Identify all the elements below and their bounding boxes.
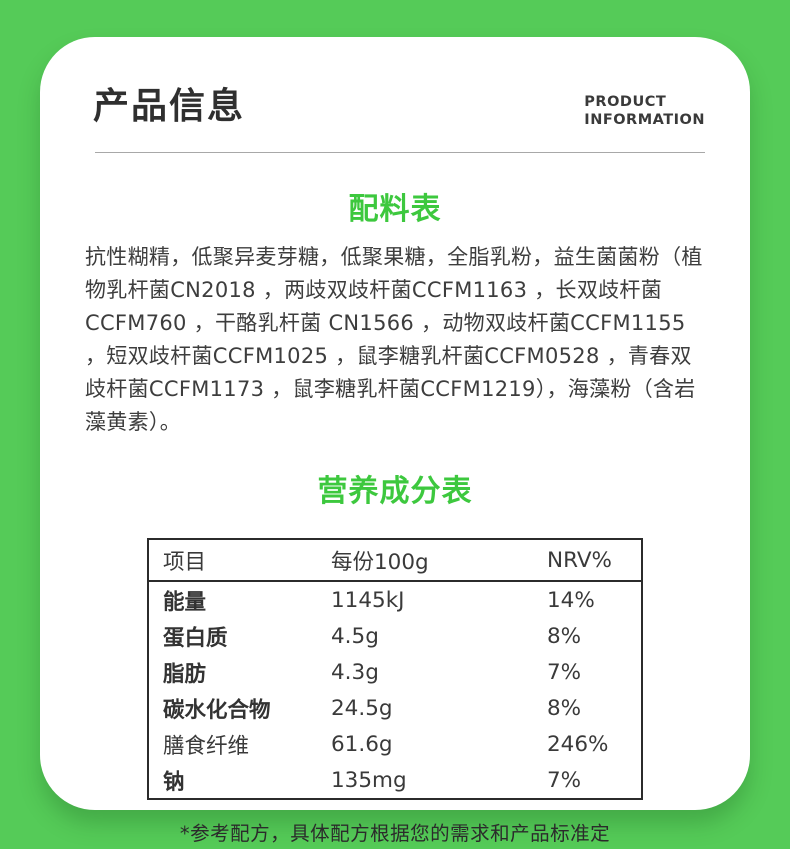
nutrition-table-body: 能量 1145kJ 14% 蛋白质 4.5g 8% 脂肪 4.3g 7% 碳水化合物 24.5g 8%… [148, 581, 642, 799]
table-row: 膳食纤维 61.6g 246% [148, 726, 642, 762]
subtitle-line-2: INFORMATION [584, 112, 705, 128]
item-cell: 脂肪 [163, 661, 207, 687]
subtitle-line-1: PRODUCT [584, 94, 667, 110]
column-header-item: 项目 [148, 539, 331, 582]
amount-cell: 135mg [331, 767, 407, 793]
table-header-row: 项目 每份100g NRV% [148, 539, 642, 582]
amount-cell: 4.5g [331, 623, 379, 649]
ingredients-text: 抗性糊精，低聚异麦芽糖，低聚果糖，全脂乳粉，益生菌菌粉（植物乳杆菌CN2018 … [85, 245, 703, 434]
ingredients-heading: 配料表 [348, 192, 442, 227]
header-divider [95, 152, 705, 153]
nrv-cell: 246% [547, 731, 609, 757]
table-row: 能量 1145kJ 14% [148, 581, 642, 618]
amount-cell: 1145kJ [331, 587, 405, 613]
amount-cell: 61.6g [331, 731, 393, 757]
amount-cell: 24.5g [331, 695, 393, 721]
footnote: *参考配方，具体配方根据您的需求和产品标准定 [179, 822, 611, 845]
item-cell: 碳水化合物 [163, 697, 271, 723]
item-cell: 膳食纤维 [163, 733, 250, 759]
nrv-cell: 8% [547, 623, 582, 649]
card-header: 产品信息 PRODUCT INFORMATION [40, 37, 750, 129]
item-cell: 钠 [163, 769, 185, 795]
column-header-nrv: NRV% [547, 539, 642, 582]
nutrition-table: 项目 每份100g NRV% 能量 1145kJ 14% 蛋白质 4.5g 8% 脂肪 4.3… [147, 538, 643, 800]
item-cell: 蛋白质 [163, 625, 228, 651]
table-row: 碳水化合物 24.5g 8% [148, 690, 642, 726]
nrv-cell: 14% [547, 587, 595, 613]
table-row: 钠 135mg 7% [148, 762, 642, 799]
nutrition-heading: 营养成分表 [317, 474, 473, 509]
amount-cell: 4.3g [331, 659, 379, 685]
nrv-cell: 7% [547, 659, 582, 685]
page-subtitle-en: PRODUCT INFORMATION [584, 93, 705, 129]
page-title: 产品信息 [93, 86, 246, 127]
item-cell: 能量 [163, 589, 207, 615]
nrv-cell: 8% [547, 695, 582, 721]
nrv-cell: 7% [547, 767, 582, 793]
table-row: 蛋白质 4.5g 8% [148, 618, 642, 654]
column-header-per100g: 每份100g [331, 539, 547, 582]
product-info-card: 产品信息 PRODUCT INFORMATION 配料表 抗性糊精，低聚异麦芽糖… [40, 37, 750, 845]
table-row: 脂肪 4.3g 7% [148, 654, 642, 690]
